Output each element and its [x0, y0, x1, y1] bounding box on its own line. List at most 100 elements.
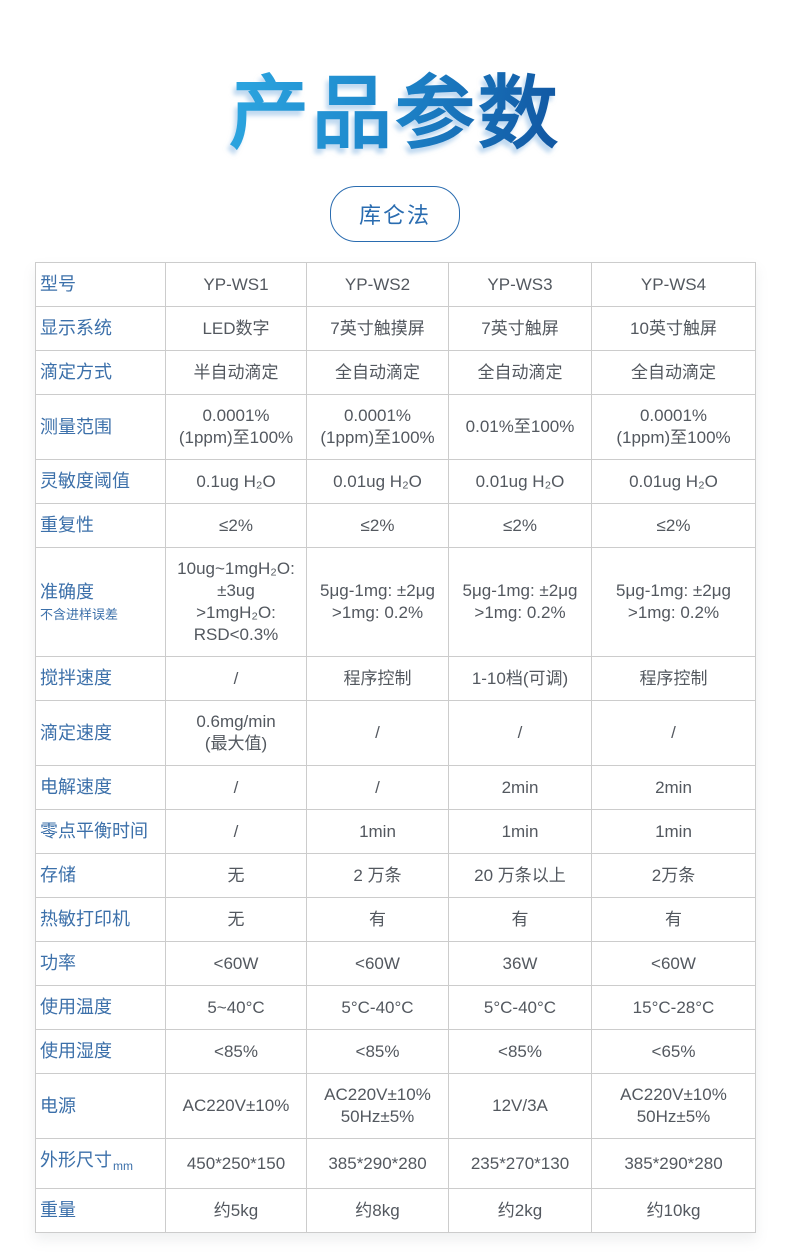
spec-row-label: 灵敏度阈值: [35, 459, 166, 505]
spec-cell: 1-10档(可调): [448, 656, 592, 702]
spec-row-label: 功率: [35, 941, 166, 987]
table-row: 外形尺寸mm 450*250*150 385*290*280 235*270*130 3…: [35, 1138, 756, 1190]
spec-row-label: 热敏打印机: [35, 897, 166, 943]
spec-row-label: 电解速度: [35, 765, 166, 811]
page-title: 产品参数: [229, 68, 561, 162]
spec-cell: 2min: [448, 765, 592, 811]
spec-cell: /: [306, 765, 449, 811]
method-badge: 库仑法: [329, 186, 460, 243]
spec-row-label: 搅拌速度: [35, 656, 166, 702]
table-row: 灵敏度阈值 0.1ug H₂O 0.01ug H₂O 0.01ug H₂O 0.01ug…: [35, 459, 756, 505]
spec-cell: 约10kg: [591, 1188, 756, 1234]
spec-cell: /: [165, 765, 307, 811]
spec-cell: 有: [591, 897, 756, 943]
spec-cell: 约5kg: [165, 1188, 307, 1234]
spec-cell: ≤2%: [591, 503, 756, 549]
spec-cell: 0.6mg/min (最大值): [165, 700, 307, 767]
table-row: 型号 YP-WS1 YP-WS2 YP-WS3 YP-WS4: [35, 262, 756, 308]
badge-section: 库仑法: [0, 186, 790, 243]
spec-cell: 1min: [448, 809, 592, 855]
label-subtext: 不含进样误差: [40, 607, 119, 623]
table-row: 功率 <60W <60W 36W <60W: [35, 941, 756, 987]
spec-cell: ≤2%: [165, 503, 307, 549]
spec-cell: YP-WS4: [591, 262, 756, 308]
spec-row-label: 电源: [35, 1073, 166, 1140]
spec-cell: 7英寸触屏: [448, 306, 592, 352]
spec-cell: /: [165, 809, 307, 855]
spec-cell: 36W: [448, 941, 592, 987]
spec-table-wrap: 型号 YP-WS1 YP-WS2 YP-WS3 YP-WS4 显示系统 LED数字 7英寸触摸…: [35, 262, 756, 1234]
spec-cell: 有: [448, 897, 592, 943]
spec-cell: 约2kg: [448, 1188, 592, 1234]
spec-cell: 235*270*130: [448, 1138, 592, 1190]
spec-row-label: 型号: [35, 262, 166, 308]
spec-cell: /: [165, 656, 307, 702]
spec-cell: 385*290*280: [306, 1138, 449, 1190]
spec-cell: LED数字: [165, 306, 307, 352]
spec-cell: 全自动滴定: [591, 350, 756, 396]
spec-row-label: 使用温度: [35, 985, 166, 1031]
spec-cell: /: [591, 700, 756, 767]
spec-cell: ≤2%: [448, 503, 592, 549]
table-row: 零点平衡时间/1min 1min 1min: [35, 809, 756, 855]
table-row: 使用温度 5~40°C 5°C-40°C 5°C-40°C 15°C-28°C: [35, 985, 756, 1031]
spec-cell: 全自动滴定: [448, 350, 592, 396]
spec-cell: 程序控制: [306, 656, 449, 702]
spec-cell: <65%: [591, 1029, 756, 1075]
spec-cell: AC220V±10%: [165, 1073, 307, 1140]
spec-cell: 5~40°C: [165, 985, 307, 1031]
spec-row-label: 重复性: [35, 503, 166, 549]
table-row: 显示系统 LED数字 7英寸触摸屏 7英寸触屏 10英寸触屏: [35, 306, 756, 352]
spec-row-label: 滴定方式: [35, 350, 166, 396]
spec-cell: /: [448, 700, 592, 767]
spec-cell: 15°C-28°C: [591, 985, 756, 1031]
table-row: 滴定方式 半自动滴定 全自动滴定 全自动滴定 全自动滴定: [35, 350, 756, 396]
spec-cell: 2min: [591, 765, 756, 811]
spec-cell: /: [306, 700, 449, 767]
spec-cell: <60W: [591, 941, 756, 987]
title-section: 产品参数: [0, 0, 790, 162]
spec-cell: 12V/3A: [448, 1073, 592, 1140]
spec-cell: 1min: [306, 809, 449, 855]
spec-cell: YP-WS3: [448, 262, 592, 308]
table-row: 存储无 2 万条 20 万条以上 2万条: [35, 853, 756, 899]
spec-cell: 0.0001% (1ppm)至100%: [306, 394, 449, 461]
table-row: 准确度 不含进样误差 10ug~1mgH₂O: ±3ug >1mgH₂O: RSD<0.3…: [35, 547, 756, 658]
spec-row-label: 测量范围: [35, 394, 166, 461]
spec-row-label: 使用湿度: [35, 1029, 166, 1075]
table-row: 搅拌速度 / 程序控制 1-10档(可调) 程序控制: [35, 656, 756, 702]
spec-cell: 20 万条以上: [448, 853, 592, 899]
spec-cell: 450*250*150: [165, 1138, 307, 1190]
spec-table: 型号 YP-WS1 YP-WS2 YP-WS3 YP-WS4 显示系统 LED数字 7英寸触摸…: [35, 262, 756, 1234]
spec-cell: 无: [165, 897, 307, 943]
table-row: 电源 AC220V±10% AC220V±10% 50Hz±5% 12V/3A AC220…: [35, 1073, 756, 1140]
spec-cell: 2万条: [591, 853, 756, 899]
spec-cell: ≤2%: [306, 503, 449, 549]
spec-row-label: 重量: [35, 1188, 166, 1234]
spec-cell: 7英寸触摸屏: [306, 306, 449, 352]
spec-cell: <85%: [306, 1029, 449, 1075]
spec-cell: 0.01ug H₂O: [306, 459, 449, 505]
table-row: 电解速度 //2min 2min: [35, 765, 756, 811]
spec-cell: 5μg-1mg: ±2μg >1mg: 0.2%: [591, 547, 756, 658]
spec-cell: AC220V±10% 50Hz±5%: [306, 1073, 449, 1140]
spec-table-body: 型号 YP-WS1 YP-WS2 YP-WS3 YP-WS4 显示系统 LED数字 7英寸触摸…: [35, 262, 756, 1234]
spec-row-label: 存储: [35, 853, 166, 899]
spec-cell: 1min: [591, 809, 756, 855]
spec-cell: 10英寸触屏: [591, 306, 756, 352]
spec-cell: 0.01ug H₂O: [448, 459, 592, 505]
spec-cell: 半自动滴定: [165, 350, 307, 396]
spec-cell: 0.0001% (1ppm)至100%: [165, 394, 307, 461]
bottom-spacer: [0, 1233, 790, 1253]
spec-row-label: 准确度 不含进样误差: [35, 547, 166, 658]
table-row: 使用湿度 <85% <85% <85% <65%: [35, 1029, 756, 1075]
spec-row-label: 零点平衡时间: [35, 809, 166, 855]
spec-cell: 10ug~1mgH₂O: ±3ug >1mgH₂O: RSD<0.3%: [165, 547, 307, 658]
spec-cell: 全自动滴定: [306, 350, 449, 396]
spec-cell: <85%: [448, 1029, 592, 1075]
label-unit: mm: [113, 1159, 133, 1174]
spec-cell: 0.01ug H₂O: [591, 459, 756, 505]
spec-cell: AC220V±10% 50Hz±5%: [591, 1073, 756, 1140]
spec-cell: 程序控制: [591, 656, 756, 702]
